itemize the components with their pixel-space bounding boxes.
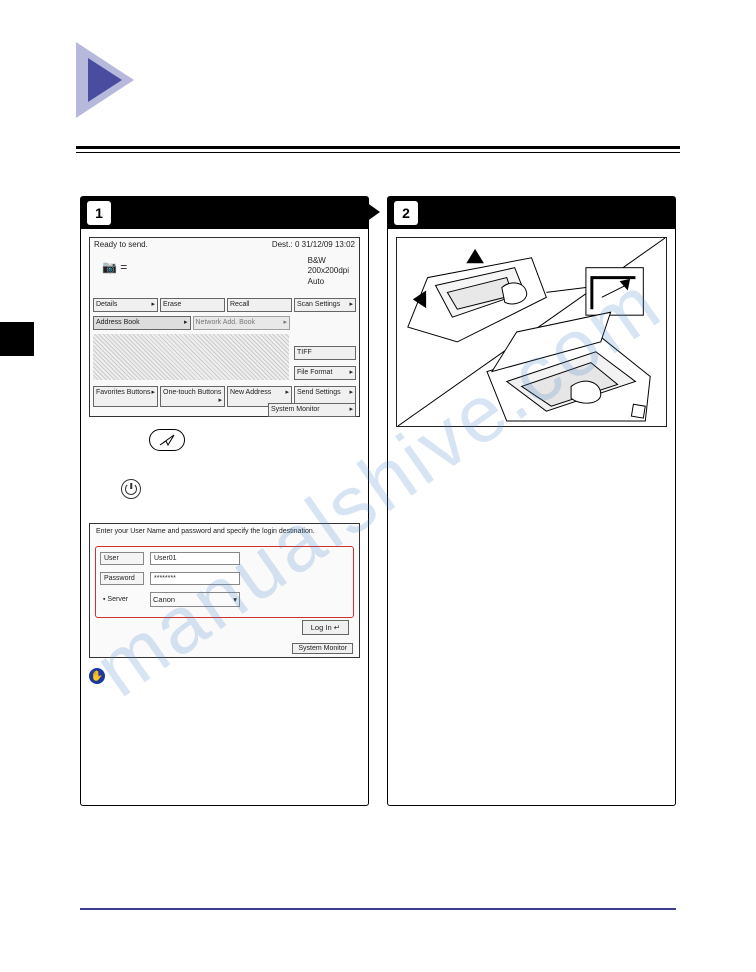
login-server-row: ▪ Server Canon▾ bbox=[100, 592, 240, 607]
step-2-header: 2 bbox=[388, 197, 675, 229]
recall-button[interactable]: Recall bbox=[227, 298, 292, 312]
rule-thin bbox=[76, 152, 680, 153]
arrow-between-icon bbox=[366, 202, 380, 222]
note-row: ✋ NOTE bbox=[89, 668, 360, 684]
footer-rule bbox=[80, 908, 676, 910]
server-label: ▪ Server bbox=[100, 594, 144, 605]
lcd-row-6: System Monitor bbox=[268, 403, 356, 417]
step-columns: 1 Ready to send. Dest.: 0 31/12/09 13:02… bbox=[80, 196, 676, 806]
onetouch-button[interactable]: One-touch Buttons bbox=[160, 386, 225, 407]
login-instruction: Enter your User Name and password and sp… bbox=[96, 528, 353, 536]
details-button[interactable]: Details bbox=[93, 298, 158, 312]
send-key-text bbox=[89, 455, 360, 467]
page-title: Sending bbox=[156, 62, 266, 94]
triangle-fg-icon bbox=[88, 58, 122, 102]
tiff-button[interactable]: TIFF bbox=[294, 346, 356, 360]
login-pw-row: Password ******** bbox=[100, 572, 240, 585]
login-sysmon-button[interactable]: System Monitor bbox=[292, 643, 353, 654]
camera-icon: 📷 = bbox=[102, 260, 127, 274]
favorites-button[interactable]: Favorites Buttons bbox=[93, 386, 158, 407]
lcd-row-1: Details Erase Recall Scan Settings bbox=[93, 298, 356, 312]
step-2-number: 2 bbox=[394, 201, 418, 225]
step-2-panel: 2 bbox=[387, 196, 676, 806]
power-icon bbox=[121, 479, 141, 499]
lcd-row-4: File Format bbox=[294, 366, 356, 380]
scan-settings-button[interactable]: Scan Settings bbox=[294, 298, 356, 312]
system-monitor-button[interactable]: System Monitor bbox=[268, 403, 356, 417]
send-screen: Ready to send. Dest.: 0 31/12/09 13:02 📷… bbox=[89, 237, 360, 417]
user-label: User bbox=[100, 552, 144, 565]
power-text bbox=[89, 505, 360, 517]
password-label: Password bbox=[100, 572, 144, 585]
file-format-button[interactable]: File Format bbox=[294, 366, 356, 380]
mode-bw: B&W bbox=[308, 256, 349, 266]
server-dropdown[interactable]: Canon▾ bbox=[150, 592, 240, 607]
note-label: NOTE bbox=[112, 671, 137, 681]
step-1-number: 1 bbox=[87, 201, 111, 225]
page-header: Sending bbox=[76, 42, 680, 152]
step-1-body: Ready to send. Dest.: 0 31/12/09 13:02 📷… bbox=[89, 237, 360, 797]
mode-auto: Auto bbox=[308, 277, 349, 287]
login-button[interactable]: Log In ↵ bbox=[302, 620, 349, 635]
rule-thick bbox=[76, 146, 680, 149]
status-ready: Ready to send. bbox=[94, 240, 148, 249]
status-dest: Dest.: 0 31/12/09 13:02 bbox=[272, 240, 355, 249]
status-bar: Ready to send. Dest.: 0 31/12/09 13:02 bbox=[94, 240, 355, 249]
password-field[interactable]: ******** bbox=[150, 572, 240, 585]
step-2-body bbox=[396, 237, 667, 797]
user-field[interactable]: User01 bbox=[150, 552, 240, 565]
erase-button[interactable]: Erase bbox=[160, 298, 225, 312]
login-user-row: User User01 bbox=[100, 552, 240, 565]
step-1-header: 1 bbox=[81, 197, 368, 229]
mode-dpi: 200x200dpi bbox=[308, 266, 349, 276]
lcd-row-3: TIFF bbox=[294, 346, 356, 360]
network-addr-button[interactable]: Network Add. Book bbox=[193, 316, 291, 330]
address-book-button[interactable]: Address Book bbox=[93, 316, 191, 330]
scanner-illustration bbox=[396, 237, 667, 427]
mode-info: B&W 200x200dpi Auto bbox=[308, 256, 349, 287]
hash-area bbox=[93, 334, 289, 380]
step-1-panel: 1 Ready to send. Dest.: 0 31/12/09 13:02… bbox=[80, 196, 369, 806]
side-tab bbox=[0, 322, 34, 356]
lcd-row-2: Address Book Network Add. Book bbox=[93, 316, 356, 330]
note-icon: ✋ bbox=[89, 668, 105, 684]
send-key-icon bbox=[149, 429, 185, 451]
login-screen: Enter your User Name and password and sp… bbox=[89, 523, 360, 658]
